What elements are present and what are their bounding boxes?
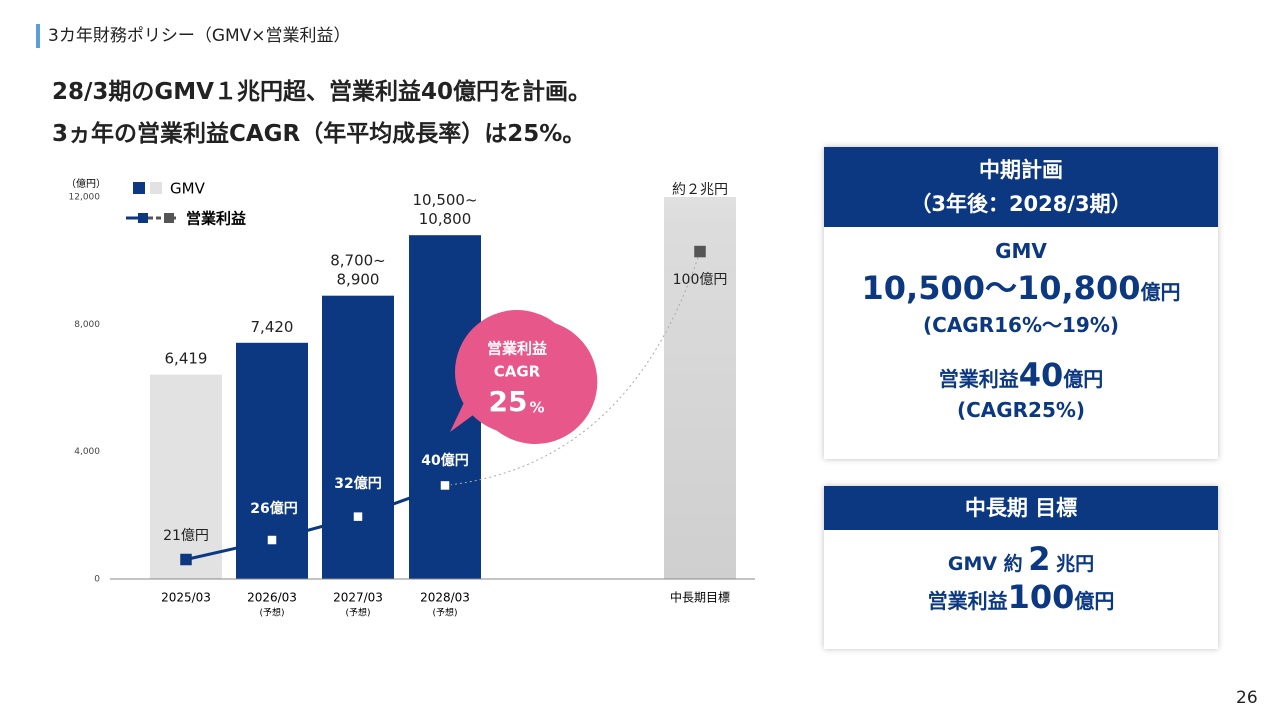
legend-marker <box>138 213 148 223</box>
panel-header: 中期計画 （3年後：2028/3期） <box>824 147 1218 227</box>
label: 営業利益 <box>938 367 1019 391</box>
x-tick-label: 中長期目標 <box>670 590 730 605</box>
marker <box>352 510 364 523</box>
note: (CAGR25%) <box>956 398 1086 422</box>
chart: （億円） 0 4,000 8,000 12,000 6,419 2025/03 7,420 20… <box>66 177 755 619</box>
bar <box>322 295 394 579</box>
label: GMV <box>995 239 1047 263</box>
x-tick-label: 2027/03 <box>333 591 383 605</box>
label: 営業利益 <box>927 589 1008 613</box>
panel-title: 中長期 目標 <box>824 486 1218 530</box>
data-label: 32億円 <box>334 475 381 492</box>
y-tick-label: 0 <box>94 575 100 585</box>
line <box>185 484 446 561</box>
value: 100 <box>1007 578 1075 616</box>
label-line: 6,419 <box>165 349 208 367</box>
marker <box>694 245 706 258</box>
value: 10,500〜10,800 <box>861 269 1141 307</box>
x-tick-label: 2025/03 <box>161 591 211 605</box>
label: GMV 約 <box>947 553 1023 575</box>
data-label: 40億円 <box>421 452 468 469</box>
legend-swatch <box>150 182 162 194</box>
label-line: 10,500~ <box>412 191 477 209</box>
unit: 億円 <box>1140 280 1181 304</box>
panel: 中長期 目標 GMV 約 2 兆円 営業利益100億円 <box>824 486 1218 649</box>
headline: 3ヵ年の営業利益CAGR（年平均成長率）は25%。 <box>52 121 586 147</box>
data-label: 7,420 <box>251 317 294 335</box>
panel-title: 中期計画 <box>979 158 1063 182</box>
label-line: 8,700~ <box>330 251 386 269</box>
callout-unit: % <box>529 399 544 417</box>
y-tick-label: 4,000 <box>74 447 100 457</box>
unit: 億円 <box>1063 367 1104 391</box>
y-tick-label: 8,000 <box>74 320 100 330</box>
value: 2 <box>1028 540 1051 578</box>
callout-text: CAGR <box>494 363 541 381</box>
data-label: 10,500~ 10,800 <box>412 191 477 228</box>
unit: 兆円 <box>1056 553 1095 575</box>
line-projection <box>444 251 701 486</box>
marker <box>266 534 278 546</box>
legend-marker <box>164 213 174 223</box>
marker <box>439 479 451 492</box>
panel: 中期計画 （3年後：2028/3期） GMV 10,500〜10,800億円 (C… <box>824 147 1218 459</box>
unit-label: （億円） <box>66 177 106 190</box>
callout <box>455 310 579 434</box>
x-tick-note: (予想) <box>345 607 370 619</box>
label-line: 7,420 <box>251 317 294 335</box>
data-label: 21億円 <box>163 528 209 544</box>
callout-text: 営業利益 <box>487 340 547 358</box>
data-label: 26億円 <box>250 500 297 517</box>
legend-label: GMV <box>170 180 206 198</box>
bar <box>150 374 222 579</box>
marker <box>180 553 192 566</box>
plot: （億円） 0 4,000 8,000 12,000 6,419 2025/03 7,420 20… <box>66 177 755 619</box>
bars <box>150 197 736 580</box>
x-tick-label: 2028/03 <box>420 591 470 605</box>
data-label: 約２兆円 <box>672 182 728 198</box>
data-label: 100億円 <box>673 272 728 288</box>
data-label: 8,700~ 8,900 <box>330 251 386 288</box>
legend-label: 営業利益 <box>186 210 246 228</box>
panel-title: （3年後：2028/3期） <box>910 192 1132 216</box>
unit: 億円 <box>1074 589 1115 613</box>
x-tick-note: (予想) <box>432 607 457 619</box>
x-tick-label: 2026/03 <box>247 591 297 605</box>
legend-swatch <box>133 182 145 194</box>
label-line: 8,900 <box>337 270 380 288</box>
data-label: 6,419 <box>165 349 208 367</box>
section-title: 3カ年財務ポリシー（GMV×営業利益） <box>36 24 351 48</box>
y-tick-label: 12,000 <box>69 193 101 203</box>
label-line: 10,800 <box>419 210 472 228</box>
value: 40 <box>1018 356 1064 394</box>
callout-value: 25 <box>489 385 528 418</box>
label-line: 約２兆円 <box>672 182 728 198</box>
page-number: 26 <box>1236 688 1258 708</box>
note: (CAGR16%〜19%) <box>923 313 1119 337</box>
bar <box>664 197 736 580</box>
x-tick-note: (予想) <box>259 607 284 619</box>
headline: 28/3期のGMV１兆円超、営業利益40億円を計画。 <box>52 79 591 105</box>
